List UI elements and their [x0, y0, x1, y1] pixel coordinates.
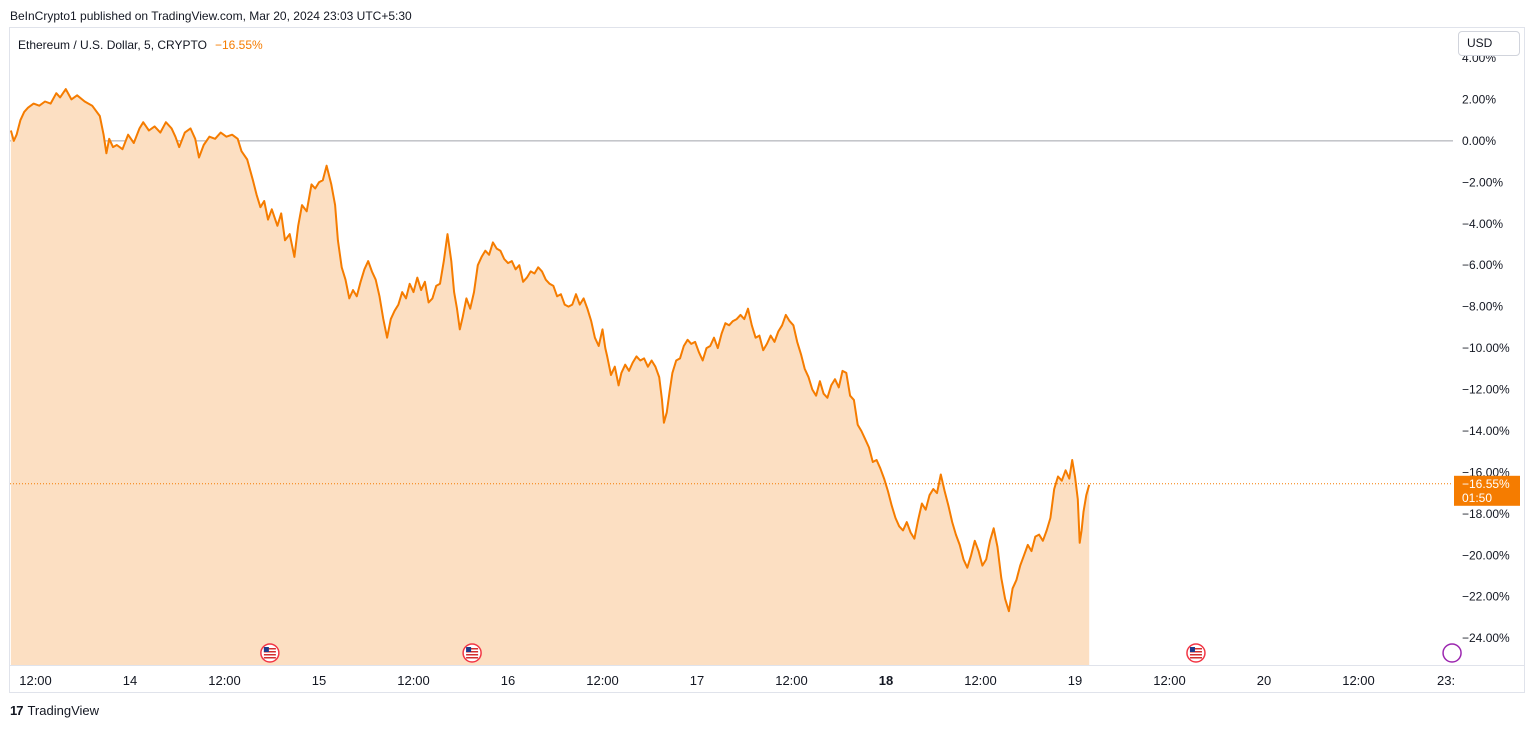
y-tick-label: −12.00%	[1462, 383, 1510, 397]
x-tick-label: 12:00	[19, 673, 52, 688]
x-tick-label: 12:00	[397, 673, 430, 688]
y-tick-label: 0.00%	[1462, 134, 1496, 148]
symbol-name: Ethereum / U.S. Dollar, 5, CRYPTO	[18, 38, 207, 52]
y-tick-label: 2.00%	[1462, 92, 1496, 106]
price-axis: 4.00%2.00%0.00%−2.00%−4.00%−6.00%−8.00%−…	[1462, 51, 1510, 645]
us-flag-icon[interactable]	[260, 643, 280, 663]
y-tick-label: −20.00%	[1462, 548, 1510, 562]
event-markers	[260, 643, 1462, 663]
y-tick-label: −2.00%	[1462, 175, 1503, 189]
publish-info: BeInCrypto1 published on TradingView.com…	[10, 9, 412, 23]
y-tick-label: −14.00%	[1462, 424, 1510, 438]
x-tick-label: 12:00	[775, 673, 808, 688]
tradingview-logo[interactable]: 17 TradingView	[10, 703, 99, 718]
tradingview-wordmark: TradingView	[27, 703, 100, 718]
symbol-legend[interactable]: Ethereum / U.S. Dollar, 5, CRYPTO −16.55…	[18, 38, 263, 52]
x-tick-label: 19	[1068, 673, 1082, 688]
last-price-value: −16.55%	[1462, 477, 1510, 491]
bar-countdown: 01:50	[1462, 491, 1492, 505]
x-tick-label: 15	[312, 673, 326, 688]
x-tick-label: 20	[1257, 673, 1271, 688]
x-tick-label: 16	[501, 673, 515, 688]
y-tick-label: −24.00%	[1462, 631, 1510, 645]
x-tick-label: 12:00	[1153, 673, 1186, 688]
time-axis: 12:00 14 12:00 15 12:00 16 12:00 17 12:00 18 12:00…	[10, 665, 1524, 688]
last-price-tag: −16.55% 01:50	[1454, 475, 1520, 506]
last-price-tag-bg	[1454, 475, 1520, 506]
y-tick-label: −8.00%	[1462, 300, 1503, 314]
x-tick-label: 12:00	[208, 673, 241, 688]
percent-change: −16.55%	[214, 38, 263, 52]
price-line	[9, 88, 1091, 613]
tradingview-logo-icon: 17	[10, 703, 24, 718]
y-tick-label: −4.00%	[1462, 217, 1503, 231]
x-tick-label: 18	[879, 673, 893, 688]
us-flag-icon[interactable]	[1186, 643, 1206, 663]
y-tick-label: −6.00%	[1462, 258, 1503, 272]
area-fill	[10, 89, 1090, 666]
y-tick-label: −18.00%	[1462, 507, 1510, 521]
x-tick-label: 23:	[1437, 673, 1455, 688]
event-icon[interactable]	[1442, 643, 1462, 663]
x-tick-label: 12:00	[586, 673, 619, 688]
x-tick-label: 12:00	[1342, 673, 1375, 688]
x-tick-label: 14	[123, 673, 137, 688]
us-flag-icon[interactable]	[462, 643, 482, 663]
x-tick-label: 12:00	[964, 673, 997, 688]
currency-button[interactable]: USD	[1458, 31, 1520, 56]
x-tick-label: 17	[690, 673, 704, 688]
y-tick-label: −22.00%	[1462, 590, 1510, 604]
y-tick-label: −10.00%	[1462, 341, 1510, 355]
